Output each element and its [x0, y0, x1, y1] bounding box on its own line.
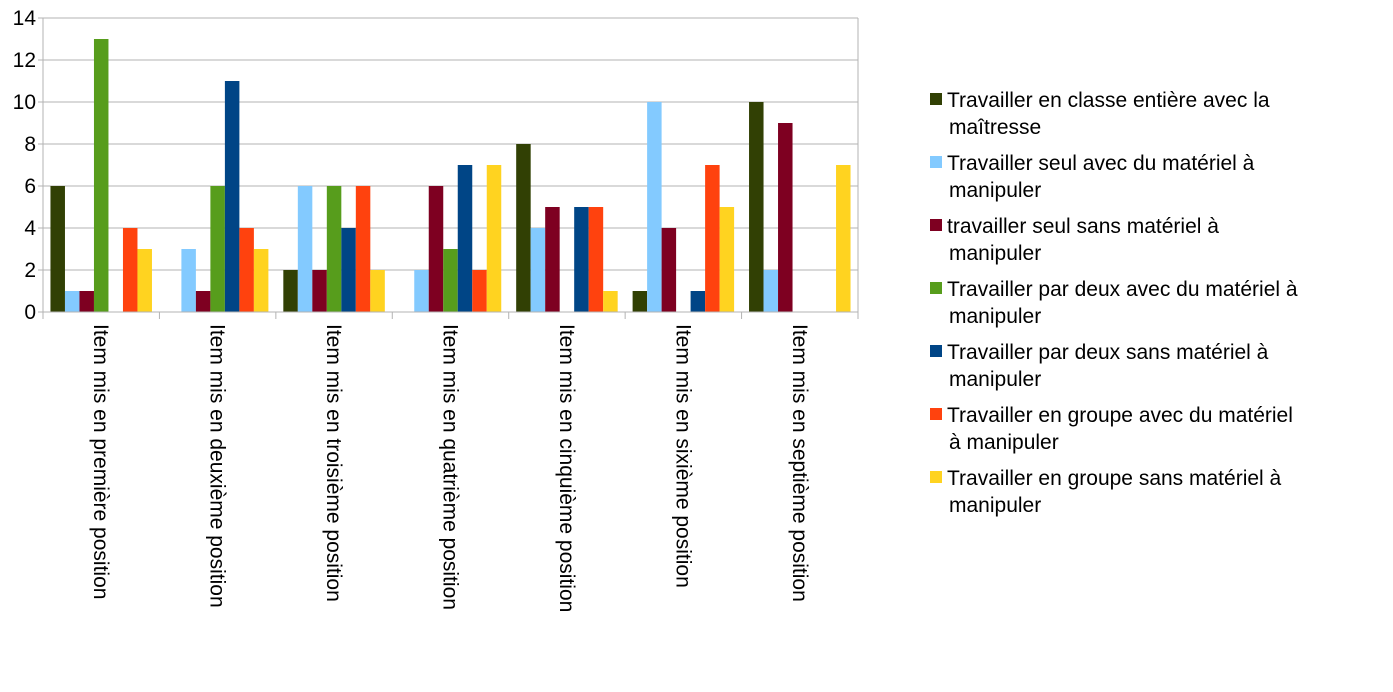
bar-series-7-cat-6 — [719, 207, 735, 312]
legend-label: manipuler — [949, 368, 1041, 391]
bar-series-3-cat-6 — [661, 228, 677, 312]
legend-entry: Travailler seul avec du matériel à manipu… — [930, 152, 1255, 202]
legend-label: manipuler — [949, 494, 1041, 517]
bar-series-2-cat-6 — [647, 102, 662, 312]
bar-series-7-cat-3 — [370, 270, 385, 312]
bar-series-5-cat-6 — [690, 291, 706, 312]
x-category-label: Item mis en première position — [89, 324, 112, 599]
bar-series-7-cat-7 — [836, 165, 851, 312]
bar-series-4-cat-3 — [326, 186, 342, 312]
x-category-label: Item mis en septième position — [788, 324, 811, 602]
bar-series-6-cat-6 — [705, 165, 720, 312]
bar-series-3-cat-2 — [195, 291, 211, 312]
bar-series-3-cat-3 — [312, 270, 327, 312]
bar-series-1-cat-3 — [283, 270, 298, 312]
x-category-label: Item mis en cinquième position — [555, 324, 578, 612]
y-tick-label: 6 — [24, 175, 36, 198]
bar-series-1-cat-7 — [749, 102, 764, 312]
y-tick-label: 14 — [13, 7, 37, 30]
bar-series-4-cat-1 — [93, 39, 109, 312]
bar-series-5-cat-4 — [457, 165, 473, 312]
x-category-label: Item mis en troisième position — [322, 324, 345, 602]
legend-entry: Travailler par deux avec du matériel à ma… — [930, 278, 1298, 328]
legend-swatch — [930, 282, 942, 294]
bar-series-5-cat-5 — [574, 207, 589, 312]
legend-entry: Travailler par deux sans matériel à manip… — [930, 341, 1269, 391]
y-tick-label: 10 — [13, 91, 36, 114]
bars — [50, 39, 851, 312]
legend-entry: Travailler en classe entière avec la maît… — [930, 89, 1270, 139]
bar-series-2-cat-1 — [64, 291, 80, 312]
legend-swatch — [930, 93, 942, 105]
bar-series-6-cat-3 — [355, 186, 371, 312]
legend-swatch — [930, 156, 942, 168]
bar-series-2-cat-2 — [181, 249, 196, 312]
bar-series-3-cat-1 — [79, 291, 94, 312]
bar-series-3-cat-5 — [545, 207, 560, 312]
y-tick-label: 4 — [24, 217, 36, 240]
bar-series-7-cat-4 — [486, 165, 502, 312]
legend-label: Travailler par deux avec du matériel à — [947, 278, 1298, 301]
bar-series-2-cat-7 — [763, 270, 779, 312]
legend-label: Travailler seul avec du matériel à — [947, 152, 1255, 175]
bar-series-5-cat-3 — [341, 228, 356, 312]
legend-swatch — [930, 471, 942, 483]
legend-entry: travailler seul sans matériel à manipuler — [930, 215, 1219, 265]
legend-swatch — [930, 219, 942, 231]
x-category-label: Item mis en deuxième position — [206, 324, 229, 608]
legend-swatch — [930, 408, 942, 420]
legend-label: Travailler en classe entière avec la — [947, 89, 1270, 112]
bar-series-6-cat-4 — [472, 270, 487, 312]
legend-entry: Travailler en groupe avec du matériel à m… — [930, 404, 1293, 454]
bar-series-6-cat-2 — [239, 228, 254, 312]
legend-label: manipuler — [949, 305, 1041, 328]
y-tick-label: 2 — [24, 259, 36, 282]
bar-series-3-cat-4 — [428, 186, 444, 312]
bar-series-7-cat-1 — [137, 249, 152, 312]
bar-series-3-cat-7 — [778, 123, 793, 312]
bar-series-2-cat-3 — [297, 186, 313, 312]
x-category-label: Item mis en sixième position — [671, 324, 694, 588]
bar-series-2-cat-5 — [530, 228, 546, 312]
bar-series-7-cat-2 — [253, 249, 269, 312]
gridlines — [43, 17, 858, 313]
bar-series-6-cat-5 — [588, 207, 604, 312]
bar-series-1-cat-5 — [516, 144, 531, 312]
y-tick-labels: 0 2 4 6 8 10 12 14 — [13, 7, 37, 324]
y-tick-label: 12 — [13, 49, 36, 72]
bar-series-1-cat-6 — [632, 291, 648, 312]
legend-label: Travailler en groupe sans matériel à — [947, 467, 1282, 490]
legend-label: Travailler en groupe avec du matériel — [947, 404, 1293, 427]
legend-label: maîtresse — [949, 116, 1041, 139]
bar-series-1-cat-1 — [50, 186, 65, 312]
y-tick-label: 0 — [24, 301, 36, 324]
axes — [38, 17, 859, 319]
legend-label: travailler seul sans matériel à — [947, 215, 1219, 238]
legend-label: à manipuler — [949, 431, 1059, 454]
legend-label: Travailler par deux sans matériel à — [947, 341, 1269, 364]
legend-label: manipuler — [949, 179, 1041, 202]
x-category-label: Item mis en quatrième position — [439, 324, 462, 610]
x-category-labels: Item mis en première position Item mis en… — [89, 324, 811, 612]
legend: Travailler en classe entière avec la maît… — [930, 89, 1298, 517]
bar-series-4-cat-2 — [210, 186, 225, 312]
bar-series-4-cat-4 — [443, 249, 458, 312]
bar-series-2-cat-4 — [414, 270, 429, 312]
bar-series-6-cat-1 — [122, 228, 138, 312]
legend-swatch — [930, 345, 942, 357]
bar-series-5-cat-2 — [224, 81, 240, 312]
legend-label: manipuler — [949, 242, 1041, 265]
bar-series-7-cat-5 — [603, 291, 618, 312]
legend-entry: Travailler en groupe sans matériel à mani… — [930, 467, 1282, 517]
y-tick-label: 8 — [24, 133, 36, 156]
